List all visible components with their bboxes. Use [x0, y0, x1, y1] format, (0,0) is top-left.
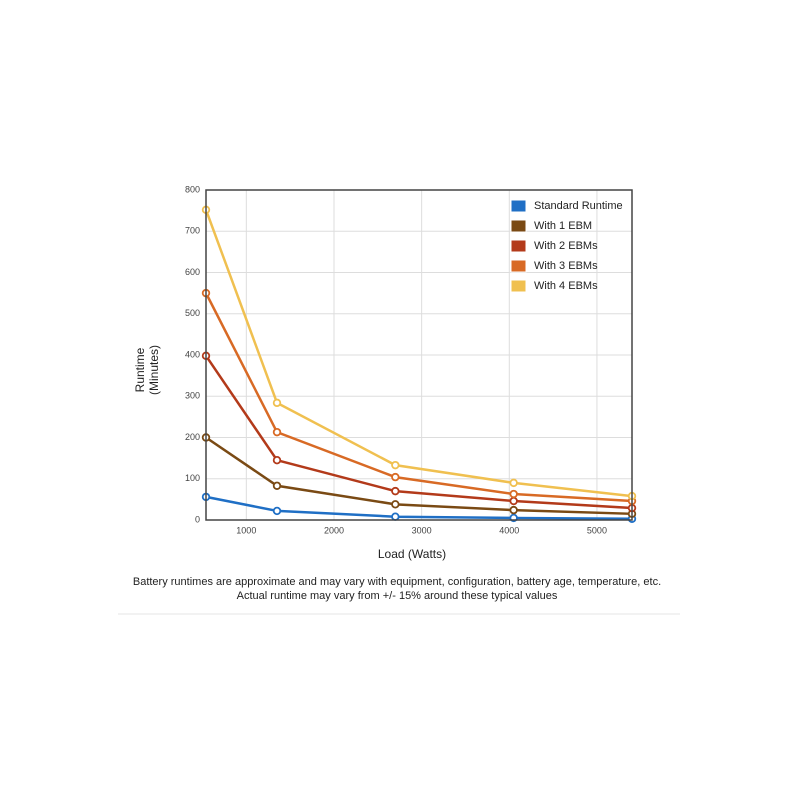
- point: [509, 496, 518, 506]
- x-tick-label: 4000: [499, 525, 519, 535]
- point: [391, 486, 400, 496]
- legend-label: With 4 EBMs: [534, 280, 598, 292]
- plot-frame: [205, 189, 633, 521]
- point: [391, 460, 400, 470]
- point: [272, 427, 282, 437]
- y-tick-label: 500: [185, 308, 200, 318]
- legend-swatch: [510, 199, 527, 213]
- x-tick-label: 3000: [412, 525, 432, 535]
- legend-label: With 2 EBMs: [534, 240, 598, 252]
- y-tick-label: 600: [185, 267, 200, 277]
- point: [272, 455, 282, 465]
- legend-swatch: [510, 259, 527, 273]
- note: Battery runtimes are approximate and may…: [133, 576, 661, 588]
- y-tick-label: 800: [185, 184, 200, 194]
- point: [509, 505, 518, 515]
- point: [391, 472, 400, 482]
- legend-label: With 3 EBMs: [534, 260, 598, 272]
- y-tick-label: 100: [185, 473, 200, 483]
- x-axis-label: Load (Watts): [378, 547, 446, 561]
- x-tick-label: 2000: [324, 525, 344, 535]
- legend-label: With 1 EBM: [534, 220, 592, 232]
- point: [509, 489, 518, 499]
- point: [509, 478, 518, 488]
- y-tick-label: 0: [195, 514, 200, 524]
- point: [391, 512, 400, 521]
- y-tick-label: 400: [185, 349, 200, 359]
- note: Actual runtime may vary from +/- 15% aro…: [237, 590, 558, 602]
- y-tick-label: 200: [185, 432, 200, 442]
- y-tick-label: 300: [185, 391, 200, 401]
- point: [272, 506, 282, 516]
- y-tick-label: 700: [185, 226, 200, 236]
- x-tick-label: 1000: [236, 525, 256, 535]
- point: [391, 500, 400, 509]
- point: [272, 481, 282, 490]
- y-axis-label: Runtime: [133, 347, 147, 392]
- marks: [201, 205, 637, 523]
- legend-label: Standard Runtime: [534, 200, 623, 212]
- x-tick-label: 5000: [587, 525, 607, 535]
- legend-swatch: [510, 239, 527, 253]
- legend-swatch: [510, 279, 527, 293]
- legend-swatch: [510, 219, 527, 233]
- y-axis-label: (Minutes): [147, 345, 161, 395]
- point: [272, 398, 282, 408]
